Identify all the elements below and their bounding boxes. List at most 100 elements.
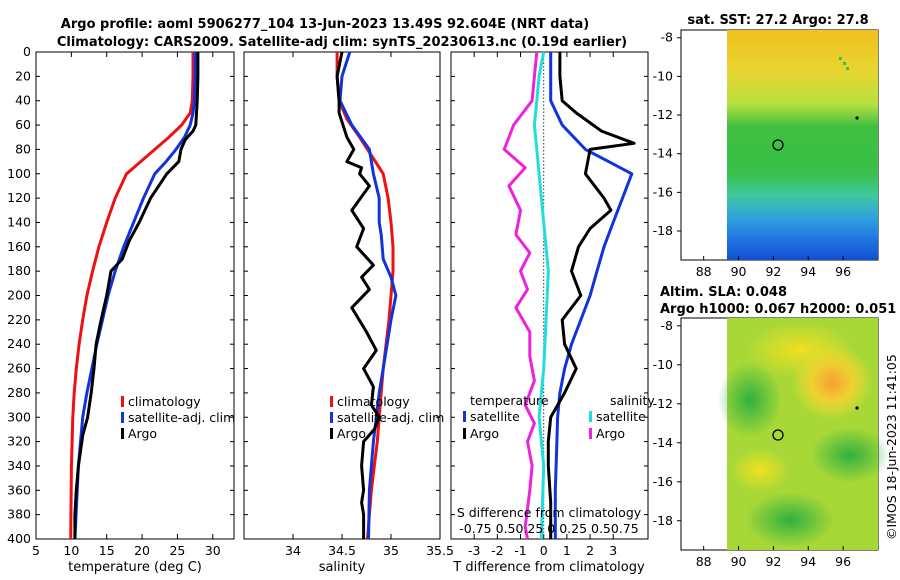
y-tick-label: 100 — [7, 166, 31, 181]
map-y-tick-label: -16 — [653, 184, 673, 199]
y-tick-label: 240 — [7, 336, 31, 351]
x-tick-label: 25 — [169, 543, 185, 558]
y-tick-label: 360 — [7, 482, 31, 497]
sla-map-title-line1: Altim. SLA: 0.048 — [660, 285, 787, 300]
series-line-t-argo — [546, 52, 636, 539]
sst-argo-location-marker — [772, 139, 784, 151]
legend-swatch-t-satellite — [463, 411, 466, 422]
sst-heatmap — [727, 30, 878, 260]
legend-label-climatology: climatology — [337, 394, 410, 409]
y-tick-label: 0 — [23, 44, 31, 59]
map-y-tick-label: -14 — [653, 146, 673, 161]
sst-map — [680, 29, 879, 261]
difference-panel: -3 -2 -1 0 1 2 3 — [451, 51, 648, 558]
y-tick-label: 160 — [7, 239, 31, 254]
map-y-tick-label: -8 — [661, 30, 674, 45]
x-tick-label: -2 — [491, 543, 503, 558]
sst-map-ticks: 88 90 92 94 96 -8 -10 -12 -14 -16 -18 — [653, 30, 852, 279]
x-tick-label: 34 — [285, 543, 301, 558]
temperature-panel: 5 10 15 20 25 3002040608010012014016018020022… — [7, 44, 234, 558]
series-line-argo — [73, 52, 200, 539]
x-tick-label: 30 — [205, 543, 221, 558]
x-tick-label: 35 — [383, 543, 399, 558]
salinity-panel: 34 34.5 35 35.5 — [244, 51, 454, 558]
legend-swatch-climatology — [121, 396, 124, 407]
legend-label-satellite: satellite-adj. clim — [128, 410, 235, 425]
map-x-tick-label: 96 — [835, 554, 851, 569]
temperature-legend: climatology satellite-adj. clim Argo — [121, 394, 235, 441]
series-line-s-satellite — [532, 51, 550, 540]
map-y-tick-label: -12 — [653, 396, 673, 411]
s-difference-label: S difference from climatology — [457, 505, 642, 520]
difference-xlabel: T difference from climatology — [452, 560, 645, 575]
x-tick-label: 10 — [63, 543, 79, 558]
x-tick-label: 5 — [32, 543, 40, 558]
map-x-tick-label: 92 — [765, 264, 781, 279]
y-tick-label: 320 — [7, 434, 31, 449]
map-y-tick-label: -10 — [653, 68, 673, 83]
map-x-tick-label: 88 — [696, 264, 712, 279]
sst-point-marker — [855, 116, 859, 120]
y-tick-label: 140 — [7, 214, 31, 229]
legend-label-s-argo: Argo — [596, 426, 625, 441]
map-x-tick-label: 92 — [765, 554, 781, 569]
map-x-tick-label: 90 — [731, 554, 747, 569]
x-tick-label: 15 — [99, 543, 115, 558]
legend-label-argo: Argo — [337, 426, 366, 441]
sla-blob — [730, 448, 790, 492]
sla-point-marker — [855, 406, 859, 410]
s-difference-ticklabels: -0.75 0.50.25 0 0.25 0.50.75 — [459, 521, 638, 536]
sla-map-title-line2: Argo h1000: 0.067 h2000: 0.051 — [660, 302, 896, 317]
y-tick-label: 340 — [7, 458, 31, 473]
y-tick-label: 400 — [7, 531, 31, 546]
legend-label-argo: Argo — [128, 426, 157, 441]
map-y-tick-label: -16 — [653, 474, 673, 489]
legend-swatch-s-satellite — [589, 411, 592, 422]
x-tick-label: 1 — [563, 543, 571, 558]
map-y-tick-label: -8 — [661, 318, 674, 333]
legend-swatch-satellite — [121, 412, 124, 423]
temperature-xlabel: temperature (deg C) — [68, 560, 202, 575]
legend-title-temperature: temperature — [470, 393, 549, 408]
series-line-s-argo — [502, 51, 539, 540]
legend-label-climatology: climatology — [128, 394, 201, 409]
legend-swatch-argo — [330, 428, 333, 439]
y-tick-label: 180 — [7, 263, 31, 278]
map-x-tick-label: 94 — [800, 554, 816, 569]
map-x-tick-label: 90 — [731, 264, 747, 279]
sla-blob — [718, 362, 782, 438]
y-tick-label: 200 — [7, 288, 31, 303]
legend-label-satellite: satellite-adj. clim — [337, 410, 444, 425]
temperature-panel-frame — [35, 51, 235, 540]
series-line-satellite-adj-clim — [338, 51, 398, 540]
y-tick-label: 220 — [7, 312, 31, 327]
y-tick-label: 20 — [15, 68, 31, 83]
map-y-tick-label: -14 — [653, 435, 673, 450]
map-x-tick-label: 88 — [696, 554, 712, 569]
figure-title-line2: Climatology: CARS2009. Satellite-adj cli… — [57, 35, 627, 50]
y-tick-label: 260 — [7, 361, 31, 376]
sst-speckle — [839, 57, 842, 60]
sla-blob — [745, 492, 835, 548]
sst-speckle — [843, 62, 846, 65]
map-y-tick-label: -10 — [653, 357, 673, 372]
salinity-xlabel: salinity — [319, 560, 366, 575]
legend-label-s-satellite: satellite — [596, 409, 646, 424]
imos-credit: ©IMOS 18-Jun-2023 11:41:05 — [884, 354, 899, 540]
sla-map — [680, 317, 890, 551]
y-tick-label: 60 — [15, 117, 31, 132]
sst-map-title: sat. SST: 27.2 Argo: 27.8 — [687, 13, 868, 28]
legend-swatch-climatology — [330, 396, 333, 407]
map-y-tick-label: -18 — [653, 223, 673, 238]
series-line-argo — [335, 51, 381, 539]
x-tick-label: 20 — [134, 543, 150, 558]
y-tick-label: 40 — [15, 93, 31, 108]
map-y-tick-label: -18 — [653, 513, 673, 528]
y-tick-label: 300 — [7, 409, 31, 424]
sla-argo-location-marker — [772, 429, 784, 441]
legend-swatch-t-argo — [463, 428, 466, 439]
sla-blob — [792, 344, 872, 420]
legend-title-salinity: salinity — [610, 393, 655, 408]
y-tick-label: 380 — [7, 507, 31, 522]
series-line-climatology — [69, 52, 195, 540]
